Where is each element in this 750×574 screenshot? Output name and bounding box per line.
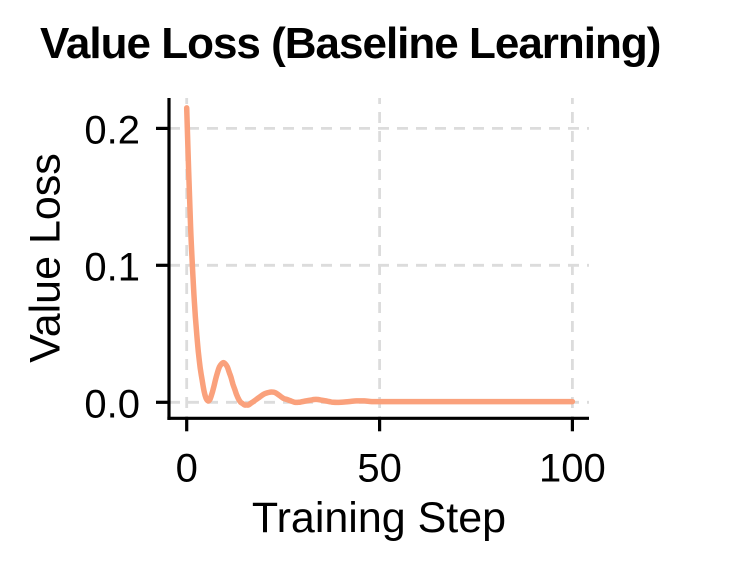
value-loss-curve <box>183 105 576 408</box>
y-tick-label: 0.1 <box>84 245 140 289</box>
y-tick-label: 0.2 <box>84 108 140 152</box>
chart-title: Value Loss (Baseline Learning) <box>40 19 661 68</box>
x-tick-label: 0 <box>176 446 198 490</box>
y-tick-label: 0.0 <box>84 382 140 426</box>
x-tick-label: 100 <box>539 446 606 490</box>
x-axis-label: Training Step <box>251 494 507 542</box>
x-tick-label: 50 <box>357 446 402 490</box>
